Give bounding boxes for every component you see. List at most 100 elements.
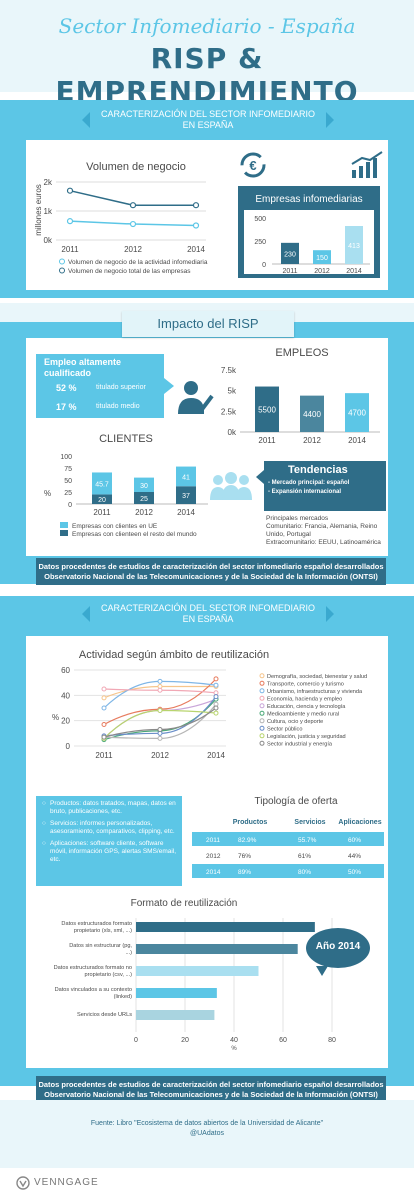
legend-label: Volumen de negocio total de las empresas: [68, 268, 191, 275]
offer-table: Tipología de oferta Productos Servicios Ap…: [192, 796, 384, 878]
bar: [313, 250, 331, 264]
legend-marker: [259, 688, 265, 694]
y-tick-label: 40: [61, 691, 70, 700]
y-tick-label: 0: [68, 502, 72, 509]
bar: [136, 966, 259, 976]
bar-value-label: 25: [140, 496, 148, 503]
data-point: [101, 695, 107, 701]
trends-item-1: - Mercado principal: español: [268, 480, 350, 486]
x-tick-label: 60: [279, 1037, 287, 1044]
table-header: Aplicaciones: [338, 819, 381, 826]
bar-segment: [92, 494, 112, 504]
brand-name: VENNGAGE: [34, 1177, 99, 1188]
data-point: [213, 705, 219, 711]
data-point: [66, 218, 74, 225]
chart-title: Volumen de negocio: [86, 161, 186, 173]
x-tick-label: 2014: [187, 245, 205, 254]
source-note-2: Datos procedentes de estudios de caracte…: [36, 1076, 386, 1104]
bar-value-label: 4400: [303, 410, 321, 419]
offer-item: ○ Aplicaciones: software cliente, softwar…: [42, 840, 177, 863]
bar-segment: [176, 466, 196, 487]
y-axis-label: %: [52, 713, 59, 722]
legend-label: Cultura, ocio y deporte: [267, 719, 323, 725]
y-tick-label: 0k: [44, 236, 53, 245]
bar: [136, 988, 217, 998]
data-point: [101, 721, 107, 727]
format-chart: Formato de reutilización 0 20 40 60 80% Datos…: [54, 898, 336, 1052]
growth-chart-icon: [351, 151, 383, 178]
table-cell: 61%: [298, 853, 311, 860]
bar-value-label: 4700: [348, 409, 366, 418]
activity-chart: Actividad según ámbito de reutilización …: [52, 649, 367, 760]
y-tick-label: 25: [64, 490, 72, 497]
x-tick-label: 2014: [348, 436, 366, 445]
header: Sector Infomediario - España RISP & EMPR…: [0, 0, 414, 108]
bar: [345, 393, 369, 432]
x-tick-label: 20: [181, 1037, 189, 1044]
data-point: [157, 678, 163, 684]
page-subtitle: RISP & EMPRENDIMIENTO: [55, 42, 359, 108]
chart-title: Formato de reutilización: [131, 898, 238, 909]
legend-label: Economía, hacienda y empleo: [267, 697, 342, 703]
section2-ribbon: CARACTERIZACIÓN DEL SECTOR INFOMEDIARIO …: [82, 600, 334, 628]
bar-category-label: Datos sin estructurar (pg,...): [69, 943, 132, 956]
offer-box: [36, 796, 182, 886]
offer-list: ○ Productos: datos tratados, mapas, datos…: [42, 800, 178, 868]
offer-item: ○ Servicios: informes personalizados, ase…: [42, 820, 175, 835]
footer: VENNGAGE: [0, 1168, 414, 1200]
data-point: [213, 682, 219, 688]
bar: [300, 395, 324, 432]
data-point: [192, 222, 200, 229]
jobs-chart: EMPLEOS 0k 2.5k 5k 7.5k 5500 2011 4400 2012 4700…: [221, 347, 380, 445]
legend-label: Medioambiente y medio rural: [267, 712, 339, 718]
table-cell: 50%: [348, 869, 361, 876]
table-cell: 2012: [206, 853, 221, 860]
bullet-icon: ○: [42, 840, 46, 847]
data-point: [101, 705, 107, 711]
x-tick-label: 2012: [124, 245, 142, 254]
x-tick-label: 2012: [151, 751, 169, 760]
bar: [345, 226, 363, 264]
legend-marker: [60, 530, 68, 536]
data-point: [213, 694, 219, 700]
chart-title: Empresas infomediarias: [255, 194, 362, 205]
y-tick-label: 0: [66, 742, 71, 751]
x-tick-label: 2012: [303, 436, 321, 445]
credit-line-2: @UAdatos: [190, 1130, 224, 1137]
group-people-icon: [210, 472, 252, 500]
bar-value-label: 5500: [258, 405, 276, 414]
svg-text:€: €: [249, 158, 256, 173]
data-point: [213, 710, 219, 716]
chart-title: EMPLEOS: [275, 347, 328, 359]
data-point: [192, 202, 200, 209]
companies-chart: Empresas infomediarias 0 250 500 230 2011 150…: [244, 194, 374, 275]
legend-marker: [259, 673, 265, 679]
bar-value-label: 37: [182, 493, 190, 500]
x-tick-label: 0: [134, 1037, 138, 1044]
bar-segment: [134, 492, 154, 504]
y-tick-label: 0k: [228, 428, 237, 437]
table-cell: 44%: [348, 853, 361, 860]
legend-label: Empresas con clienteen el resto del mund…: [72, 531, 197, 538]
y-tick-label: 250: [254, 239, 266, 246]
table-header: Productos: [233, 819, 268, 826]
clients-chart: CLIENTES % 0 25 50 75 100 20 45.7 2011 25 30 2012 3…: [44, 433, 208, 538]
markets-world: Extracomunitario: EEUU, Latinoamérica: [266, 539, 381, 546]
legend-label: Sector industrial y energía: [267, 742, 333, 748]
legend-marker: [259, 695, 265, 701]
trends-box: [264, 461, 386, 511]
y-tick-label: 100: [60, 454, 72, 461]
y-tick-label: 20: [61, 717, 70, 726]
legend-marker: [259, 703, 265, 709]
legend-label: Transporte, comercio y turismo: [267, 682, 344, 688]
credit-area: [0, 1100, 414, 1168]
legend-marker: [60, 522, 68, 528]
table-cell: 80%: [298, 869, 311, 876]
trends-item-2: - Expansión internacional: [268, 489, 342, 495]
bar: [136, 1010, 215, 1020]
legend-marker: [59, 258, 65, 265]
impact-title: Impacto del RISP: [122, 311, 294, 337]
chart-title: Actividad según ámbito de reutilización: [79, 649, 269, 661]
x-tick-label: 2012: [135, 508, 153, 517]
